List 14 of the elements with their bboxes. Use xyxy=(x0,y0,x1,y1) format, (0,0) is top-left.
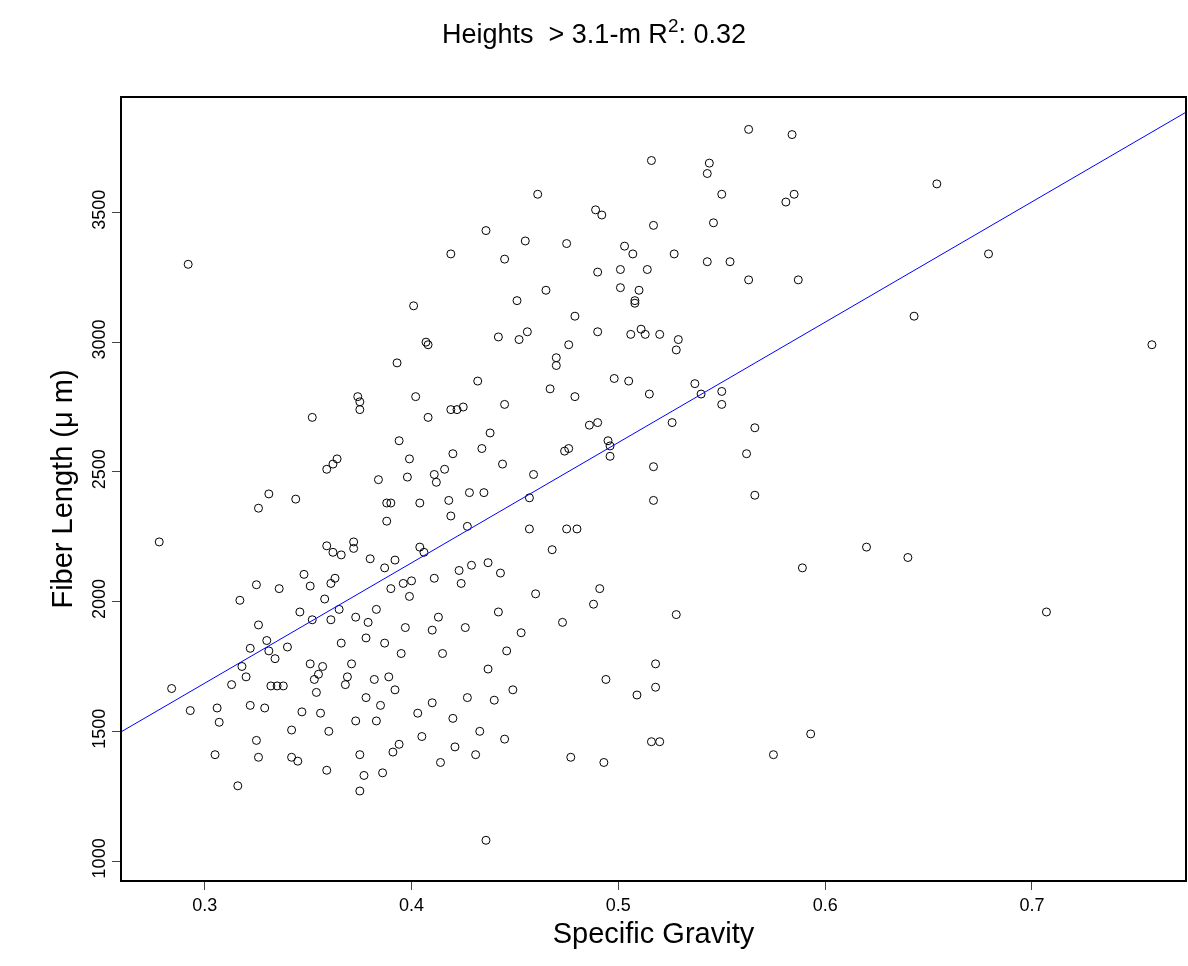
y-tick-label: 1500 xyxy=(89,708,110,749)
x-tick-label: 0.6 xyxy=(812,895,838,916)
y-tick-label: 2000 xyxy=(89,578,110,619)
y-tick-label: 3500 xyxy=(89,189,110,230)
x-tick-label: 0.7 xyxy=(1019,895,1045,916)
x-tick-label: 0.4 xyxy=(399,895,425,916)
x-axis-title: Specific Gravity xyxy=(552,916,755,949)
chart-title: Heights > 3.1-m R$^{2}$: 0.32 xyxy=(442,14,746,50)
y-axis-title: Fiber Length (μ m) xyxy=(45,369,78,609)
y-tick-label: 2500 xyxy=(89,449,110,490)
y-tick-label: 3000 xyxy=(89,319,110,360)
y-tick-label: 1000 xyxy=(89,838,110,879)
x-tick-label: 0.5 xyxy=(605,895,631,916)
x-tick-label: 0.3 xyxy=(192,895,218,916)
